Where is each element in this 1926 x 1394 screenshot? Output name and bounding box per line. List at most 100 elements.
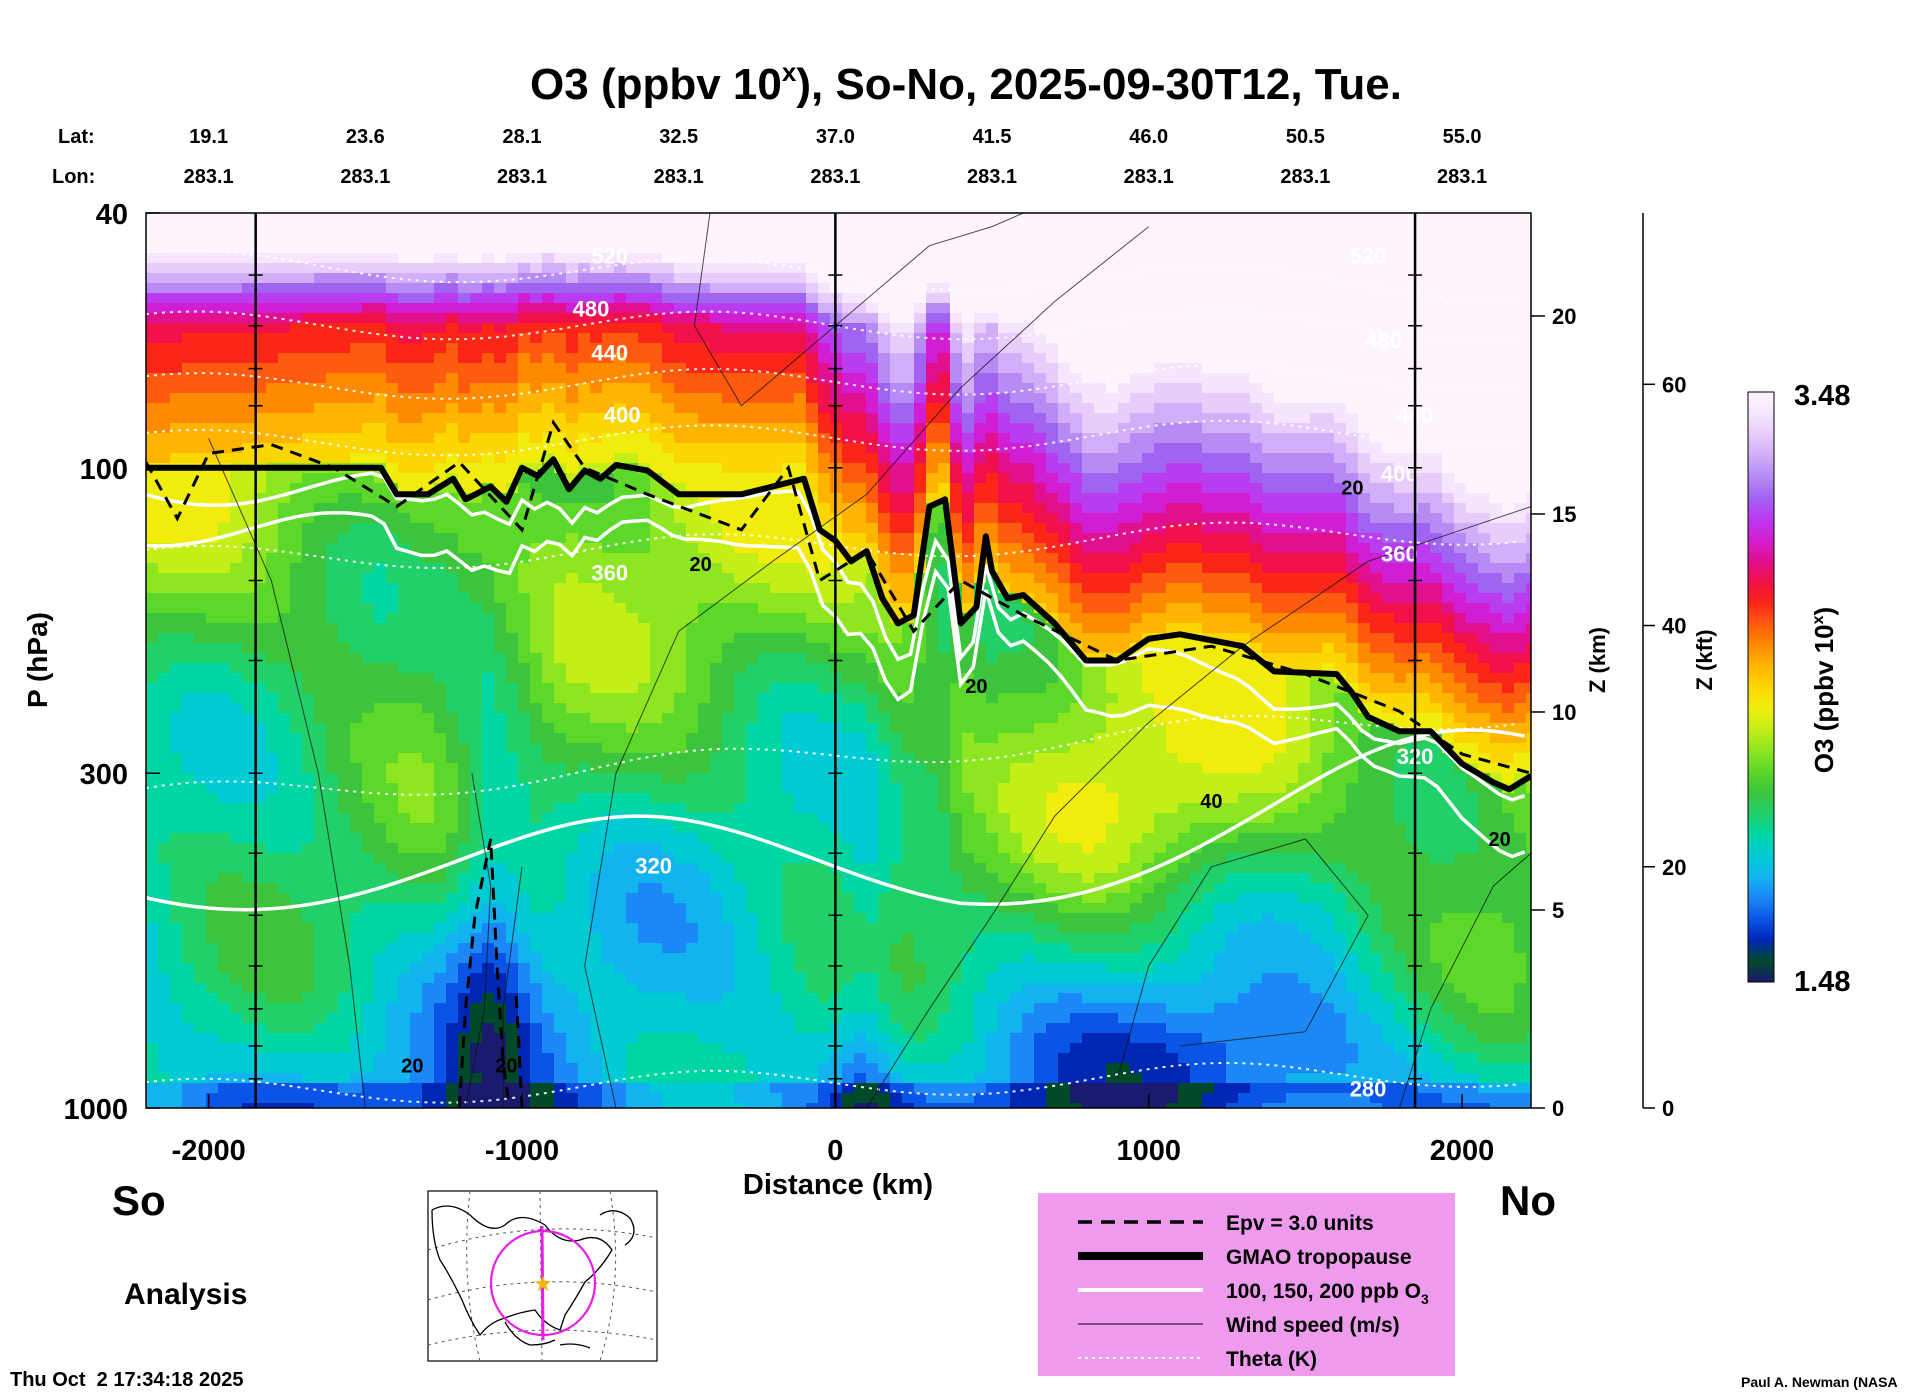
heatmap-cell [386, 1033, 399, 1044]
heatmap-cell [470, 523, 483, 534]
heatmap-cell [782, 1083, 795, 1094]
heatmap-cell [722, 713, 735, 724]
heatmap-cell [662, 723, 675, 734]
heatmap-cell [734, 423, 747, 434]
heatmap-cell [650, 333, 663, 344]
heatmap-cell [158, 1063, 171, 1074]
heatmap-cell [326, 1053, 339, 1064]
heatmap-cell [410, 643, 423, 654]
heatmap-cell [422, 1083, 435, 1094]
heatmap-cell [662, 763, 675, 774]
heatmap-cell [710, 363, 723, 374]
heatmap-cell [698, 623, 711, 634]
heatmap-cell [518, 1003, 531, 1014]
heatmap-cell [374, 673, 387, 684]
heatmap-cell [302, 233, 315, 244]
heatmap-cell [446, 453, 459, 464]
heatmap-cell [518, 403, 531, 414]
heatmap-cell [458, 693, 471, 704]
heatmap-cell [338, 693, 351, 704]
heatmap-cell [242, 333, 255, 344]
heatmap-cell [182, 693, 195, 704]
heatmap-cell [266, 213, 279, 224]
heatmap-cell [494, 1043, 507, 1054]
heatmap-cell [146, 443, 159, 454]
heatmap-cell [770, 733, 783, 744]
heatmap-cell [638, 623, 651, 634]
heatmap-cell [782, 423, 795, 434]
heatmap-cell [266, 833, 279, 844]
heatmap-cell [578, 863, 591, 874]
heatmap-cell [602, 633, 615, 644]
heatmap-cell [542, 713, 555, 724]
heatmap-cell [218, 863, 231, 874]
heatmap-cell [218, 1033, 231, 1044]
heatmap-cell [314, 283, 327, 294]
heatmap-cell [674, 1043, 687, 1054]
heatmap-cell [506, 613, 519, 624]
heatmap-cell [638, 263, 651, 274]
heatmap-cell [470, 983, 483, 994]
heatmap-cell [410, 563, 423, 574]
heatmap-cell [602, 753, 615, 764]
heatmap-cell [746, 863, 759, 874]
heatmap-cell [194, 743, 207, 754]
heatmap-cell [530, 273, 543, 284]
heatmap-cell [206, 383, 219, 394]
heatmap-cell [230, 653, 243, 664]
heatmap-cell [530, 783, 543, 794]
heatmap-cell [698, 813, 711, 824]
heatmap-cell [518, 563, 531, 574]
heatmap-cell [170, 623, 183, 634]
heatmap-cell [398, 763, 411, 774]
heatmap-cell [278, 943, 291, 954]
heatmap-cell [758, 1103, 771, 1108]
heatmap-cell [698, 893, 711, 904]
heatmap-cell [758, 513, 771, 524]
heatmap-cell [290, 823, 303, 834]
heatmap-cell [266, 1003, 279, 1014]
heatmap-cell [554, 673, 567, 684]
heatmap-cell [458, 963, 471, 974]
heatmap-cell [182, 903, 195, 914]
heatmap-cell [734, 613, 747, 624]
heatmap-cell [710, 823, 723, 834]
heatmap-cell [746, 883, 759, 894]
heatmap-cell [782, 953, 795, 964]
heatmap-cell [398, 433, 411, 444]
heatmap-cell [362, 273, 375, 284]
heatmap-cell [218, 473, 231, 484]
heatmap-cell [734, 1013, 747, 1024]
heatmap-cell [542, 443, 555, 454]
heatmap-cell [386, 983, 399, 994]
heatmap-cell [758, 373, 771, 384]
heatmap-cell [746, 273, 759, 284]
heatmap-cell [206, 363, 219, 374]
heatmap-cell [362, 933, 375, 944]
heatmap-cell [482, 673, 495, 684]
heatmap-cell [302, 753, 315, 764]
heatmap-cell [350, 553, 363, 564]
heatmap-cell [170, 343, 183, 354]
heatmap-cell [338, 1073, 351, 1084]
heatmap-cell [434, 763, 447, 774]
heatmap-cell [686, 443, 699, 454]
heatmap-cell [158, 243, 171, 254]
heatmap-cell [446, 333, 459, 344]
heatmap-cell [314, 923, 327, 934]
heatmap-cell [254, 533, 267, 544]
heatmap-cell [350, 263, 363, 274]
heatmap-cell [710, 853, 723, 864]
heatmap-cell [734, 813, 747, 824]
heatmap-cell [170, 673, 183, 684]
heatmap-cell [554, 1013, 567, 1024]
heatmap-cell [734, 483, 747, 494]
heatmap-cell [650, 793, 663, 804]
heatmap-cell [794, 213, 807, 224]
heatmap-cell [506, 553, 519, 564]
heatmap-cell [326, 423, 339, 434]
heatmap-cell [434, 293, 447, 304]
heatmap-cell [554, 913, 567, 924]
heatmap-cell [278, 443, 291, 454]
heatmap-cell [434, 703, 447, 714]
